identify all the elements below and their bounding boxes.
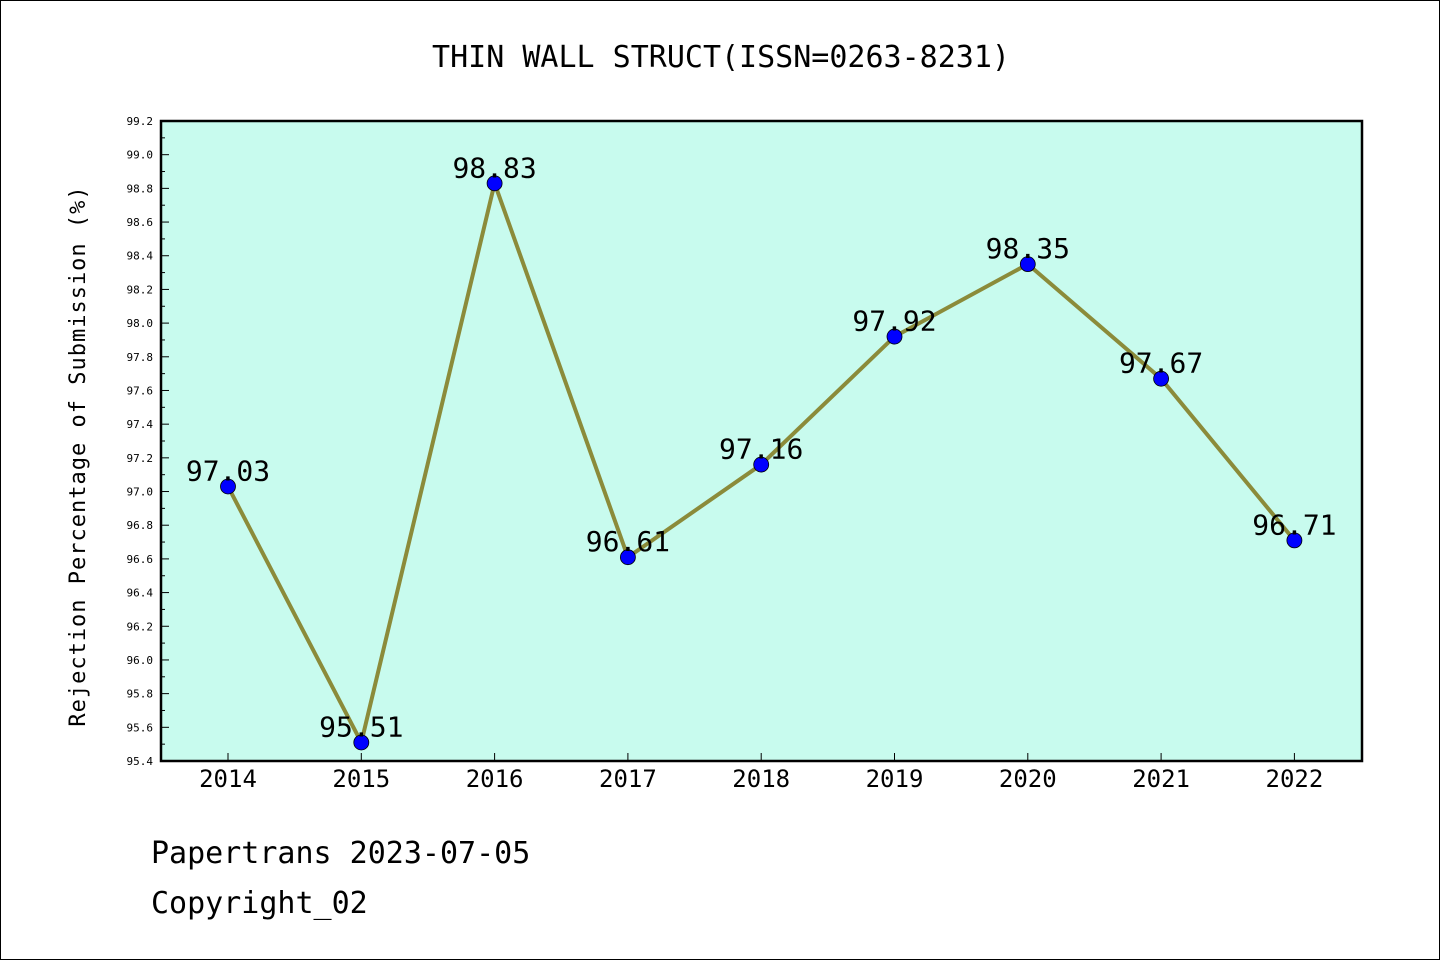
y-tick-label: 98.0 — [127, 317, 154, 330]
data-point — [1019, 256, 1036, 273]
y-tick-label: 95.8 — [127, 688, 154, 701]
data-label-layer: 97.03 95.51 98.83 96.61 97.16 97.92 98.35 97.67… — [186, 151, 1337, 743]
data-point — [220, 478, 236, 495]
data-point — [353, 734, 370, 751]
footer-date: Papertrans 2023-07-05 — [151, 836, 531, 871]
x-tick-label: 2019 — [866, 765, 924, 793]
y-tick-label: 96.2 — [127, 620, 154, 633]
y-tick-label: 98.2 — [127, 283, 154, 296]
plot-area — [159, 119, 1364, 763]
data-point — [620, 549, 636, 566]
y-tick-label: 98.4 — [127, 250, 154, 263]
data-label: 96.61 — [586, 525, 670, 558]
x-tick-label: 2016 — [466, 765, 524, 793]
y-tick-label: 97.4 — [127, 418, 154, 431]
y-tick-label: 96.4 — [127, 587, 154, 600]
x-tick-label: 2022 — [1266, 765, 1324, 793]
y-tick-label: 97.0 — [127, 486, 154, 499]
y-tick-label: 97.8 — [127, 351, 154, 364]
y-tick-label: 95.4 — [127, 755, 154, 768]
data-label: 96.71 — [1252, 508, 1336, 541]
data-label: 97.67 — [1119, 347, 1203, 380]
data-label: 95.51 — [319, 710, 403, 743]
y-axis-ticks: 95.4 95.6 95.8 96.0 96.2 96.4 96.6 96.8 97.0 97.2… — [127, 115, 169, 768]
y-tick-label: 96.8 — [127, 519, 154, 532]
y-tick-label: 96.6 — [127, 553, 154, 566]
data-label: 98.35 — [986, 232, 1070, 265]
x-tick-label: 2021 — [1132, 765, 1190, 793]
y-tick-label: 98.8 — [127, 182, 154, 195]
y-tick-label: 98.6 — [127, 216, 154, 229]
data-label: 98.83 — [452, 151, 536, 184]
y-tick-label: 95.6 — [127, 721, 154, 734]
x-tick-label: 2017 — [599, 765, 657, 793]
x-tick-label: 2015 — [332, 765, 390, 793]
y-tick-label: 97.6 — [127, 384, 154, 397]
chart-title: THIN WALL STRUCT(ISSN=0263-8231) — [432, 40, 1010, 75]
data-point — [486, 175, 503, 192]
data-label: 97.16 — [719, 433, 803, 466]
x-axis-ticks: 2014 2015 2016 2017 2018 2019 2020 2021 2022 — [199, 753, 1323, 793]
y-tick-label: 96.0 — [127, 654, 154, 667]
footer-copyright: Copyright_02 — [151, 886, 368, 921]
data-label: 97.03 — [186, 454, 270, 487]
x-tick-label: 2020 — [999, 765, 1057, 793]
y-tick-label: 99.0 — [127, 149, 154, 162]
x-tick-label: 2018 — [732, 765, 790, 793]
data-point — [1153, 370, 1169, 387]
x-tick-label: 2014 — [199, 765, 257, 793]
y-tick-label: 97.2 — [127, 452, 154, 465]
data-label: 97.92 — [852, 305, 936, 338]
y-axis-label: Rejection Percentage of Submission (%) — [66, 185, 91, 726]
data-point — [1286, 532, 1303, 549]
data-point — [753, 456, 770, 473]
y-tick-label: 99.2 — [127, 115, 154, 128]
series-layer — [220, 175, 1303, 751]
data-point — [886, 328, 903, 345]
